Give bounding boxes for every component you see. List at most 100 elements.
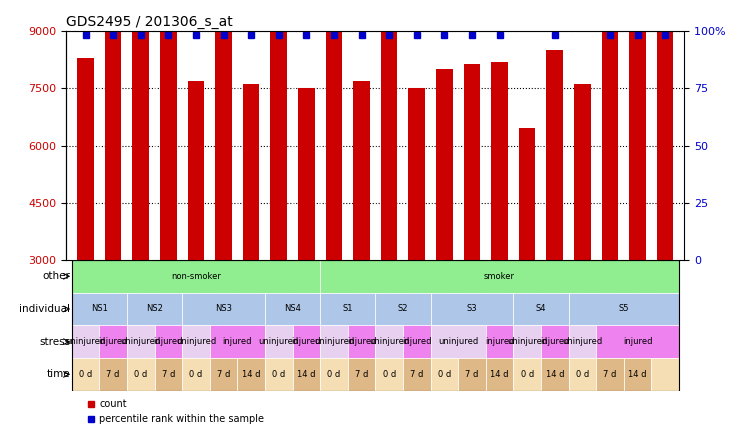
Bar (464, 63, 480, 260)
FancyBboxPatch shape (431, 293, 514, 325)
Text: 14 d: 14 d (242, 370, 261, 379)
Text: injured: injured (623, 337, 652, 346)
FancyBboxPatch shape (431, 358, 458, 391)
Bar (602, 27, 618, 260)
Text: NS3: NS3 (215, 305, 232, 313)
FancyBboxPatch shape (375, 358, 403, 391)
Text: 7 d: 7 d (410, 370, 423, 379)
Text: 0 d: 0 d (328, 370, 341, 379)
Text: injured: injured (99, 337, 128, 346)
Text: count: count (99, 399, 127, 409)
Text: 14 d: 14 d (629, 370, 647, 379)
FancyBboxPatch shape (183, 325, 210, 358)
Text: non-smoker: non-smoker (171, 272, 221, 281)
FancyBboxPatch shape (568, 358, 596, 391)
Text: 7 d: 7 d (355, 370, 368, 379)
Text: smoker: smoker (484, 272, 515, 281)
Text: percentile rank within the sample: percentile rank within the sample (99, 413, 264, 424)
FancyBboxPatch shape (596, 325, 679, 358)
FancyBboxPatch shape (623, 358, 651, 391)
FancyBboxPatch shape (375, 293, 431, 325)
Text: NS1: NS1 (91, 305, 107, 313)
Bar (436, 69, 453, 260)
FancyBboxPatch shape (265, 325, 292, 358)
Text: S2: S2 (397, 305, 408, 313)
FancyBboxPatch shape (486, 358, 514, 391)
Text: uninjured: uninjured (66, 337, 106, 346)
Text: NS2: NS2 (146, 305, 163, 313)
Text: uninjured: uninjured (258, 337, 299, 346)
FancyBboxPatch shape (292, 358, 320, 391)
Bar (519, 128, 536, 260)
Bar (657, 27, 673, 260)
Text: stress: stress (39, 337, 71, 347)
FancyBboxPatch shape (265, 358, 292, 391)
FancyBboxPatch shape (347, 358, 375, 391)
Text: 7 d: 7 d (162, 370, 175, 379)
FancyBboxPatch shape (458, 358, 486, 391)
Text: injured: injured (222, 337, 252, 346)
Text: uninjured: uninjured (369, 337, 409, 346)
FancyBboxPatch shape (127, 293, 183, 325)
FancyBboxPatch shape (237, 358, 265, 391)
FancyBboxPatch shape (210, 358, 237, 391)
Text: 0 d: 0 d (272, 370, 286, 379)
FancyBboxPatch shape (514, 358, 541, 391)
FancyBboxPatch shape (514, 293, 568, 325)
FancyBboxPatch shape (403, 325, 431, 358)
Text: 7 d: 7 d (217, 370, 230, 379)
FancyBboxPatch shape (99, 358, 127, 391)
FancyBboxPatch shape (320, 293, 375, 325)
Text: 14 d: 14 d (490, 370, 509, 379)
Text: 0 d: 0 d (438, 370, 451, 379)
Bar (271, 12, 287, 260)
Text: injured: injured (347, 337, 376, 346)
Bar (353, 81, 369, 260)
Bar (381, 24, 397, 260)
Text: 14 d: 14 d (297, 370, 316, 379)
Text: S3: S3 (467, 305, 477, 313)
Text: time: time (47, 369, 71, 379)
Bar (105, 0, 121, 260)
FancyBboxPatch shape (155, 358, 183, 391)
FancyBboxPatch shape (320, 358, 347, 391)
Bar (132, 27, 149, 260)
Text: 7 d: 7 d (465, 370, 478, 379)
FancyBboxPatch shape (486, 325, 514, 358)
FancyBboxPatch shape (596, 358, 623, 391)
Text: uninjured: uninjured (507, 337, 548, 346)
Bar (325, 27, 342, 260)
Text: 0 d: 0 d (79, 370, 92, 379)
Text: NS4: NS4 (284, 305, 301, 313)
FancyBboxPatch shape (651, 358, 679, 391)
Text: injured: injured (540, 337, 570, 346)
FancyBboxPatch shape (541, 325, 568, 358)
Bar (408, 88, 425, 260)
FancyBboxPatch shape (568, 293, 679, 325)
Text: 7 d: 7 d (107, 370, 120, 379)
Text: 0 d: 0 d (520, 370, 534, 379)
Text: 0 d: 0 d (383, 370, 396, 379)
FancyBboxPatch shape (403, 358, 431, 391)
Text: 0 d: 0 d (134, 370, 147, 379)
FancyBboxPatch shape (265, 293, 320, 325)
Bar (160, 0, 177, 260)
FancyBboxPatch shape (568, 325, 596, 358)
Text: other: other (43, 271, 71, 281)
Text: 7 d: 7 d (604, 370, 617, 379)
Text: uninjured: uninjured (121, 337, 161, 346)
FancyBboxPatch shape (72, 325, 99, 358)
FancyBboxPatch shape (347, 325, 375, 358)
Bar (492, 62, 508, 260)
FancyBboxPatch shape (210, 325, 265, 358)
FancyBboxPatch shape (127, 325, 155, 358)
FancyBboxPatch shape (183, 358, 210, 391)
Text: 14 d: 14 d (545, 370, 564, 379)
Bar (215, 0, 232, 260)
Bar (574, 84, 590, 260)
FancyBboxPatch shape (375, 325, 403, 358)
Text: uninjured: uninjured (314, 337, 354, 346)
Text: injured: injured (154, 337, 183, 346)
Bar (546, 50, 563, 260)
Bar (188, 81, 205, 260)
